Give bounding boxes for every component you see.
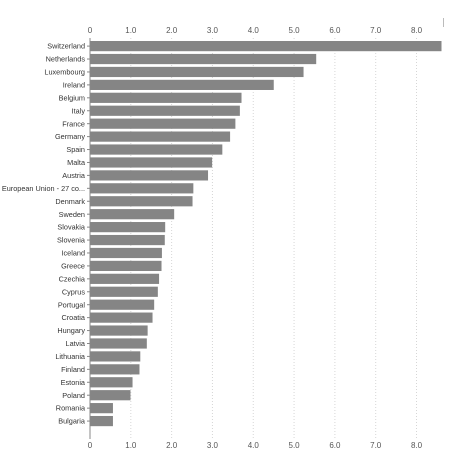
x-tick-label-bottom: 3.0 — [207, 441, 219, 450]
bottom-x-axis: 0 1.0 2.0 3.0 4.0 5.0 6.0 7.0 8.0 — [88, 441, 423, 450]
bar — [90, 299, 155, 310]
bar — [90, 377, 133, 388]
x-tick-label-bottom: 2.0 — [166, 441, 178, 450]
x-tick-label-bottom: 8.0 — [411, 441, 423, 450]
category-label: Spain — [66, 145, 85, 154]
bar — [90, 209, 175, 220]
category-label: France — [62, 119, 85, 128]
x-tick-label-top: 6.0 — [329, 26, 341, 35]
bar — [90, 364, 140, 375]
bar — [90, 222, 166, 233]
category-label: Slovenia — [57, 236, 86, 245]
grid-lines — [130, 38, 418, 439]
category-label: Greece — [61, 262, 85, 271]
top-x-axis: 0 1.0 2.0 3.0 4.0 5.0 6.0 7.0 8.0 — [88, 26, 423, 35]
category-labels: Switzerland Netherlands Luxembourg Ireland B… — [2, 42, 90, 426]
bar — [90, 118, 236, 129]
bar — [90, 234, 165, 246]
bar — [90, 286, 158, 297]
x-tick-label-top: 3.0 — [207, 26, 219, 35]
category-label: Portugal — [58, 300, 86, 309]
scrollbar-handle[interactable] — [443, 18, 444, 27]
bar — [90, 247, 162, 259]
category-label: Sweden — [59, 210, 85, 219]
bar — [90, 170, 209, 181]
bar — [90, 131, 231, 142]
x-tick-label-top: 7.0 — [370, 26, 382, 35]
bar — [90, 338, 147, 349]
category-label: Latvia — [66, 339, 86, 348]
category-label: Denmark — [55, 197, 85, 206]
x-tick-label-bottom: 1.0 — [125, 441, 137, 450]
bar — [90, 390, 131, 401]
bar — [90, 105, 240, 116]
category-label: Lithuania — [55, 352, 86, 361]
category-label: Cyprus — [62, 287, 85, 296]
bar — [90, 273, 160, 284]
bar — [90, 53, 317, 65]
x-tick-label-top: 4.0 — [248, 26, 260, 35]
x-tick-label-top: 0 — [88, 26, 93, 35]
category-label: Ireland — [63, 80, 85, 89]
category-label: Hungary — [57, 326, 85, 335]
x-tick-label-bottom: 5.0 — [289, 441, 301, 450]
bar — [90, 92, 242, 103]
x-tick-label-bottom: 0 — [88, 441, 93, 450]
bar — [90, 312, 153, 323]
bar — [90, 260, 162, 272]
x-tick-label-top: 2.0 — [166, 26, 178, 35]
category-label: Croatia — [61, 313, 85, 322]
category-label: Italy — [72, 106, 86, 115]
bar — [90, 144, 223, 155]
category-label: Malta — [67, 158, 86, 167]
category-label: Belgium — [59, 93, 85, 102]
category-label: Bulgaria — [58, 417, 86, 426]
category-label: Iceland — [61, 249, 85, 258]
bar — [90, 415, 113, 427]
category-label: Estonia — [61, 378, 86, 387]
category-label: Luxembourg — [44, 68, 85, 77]
category-label: Switzerland — [47, 42, 85, 51]
x-tick-label-bottom: 7.0 — [370, 441, 382, 450]
category-label: Netherlands — [46, 55, 86, 64]
category-label: Poland — [62, 391, 85, 400]
category-label: European Union - 27 co... — [2, 184, 85, 193]
bar — [90, 196, 193, 207]
bar — [90, 41, 442, 52]
bar — [90, 66, 304, 78]
bar — [90, 403, 113, 414]
x-tick-label-top: 8.0 — [411, 26, 423, 35]
category-label: Germany — [55, 132, 85, 141]
bar — [90, 351, 141, 362]
category-label: Romania — [56, 404, 86, 413]
x-tick-label-bottom: 6.0 — [329, 441, 341, 450]
category-label: Slovakia — [57, 223, 86, 232]
x-tick-label-bottom: 4.0 — [248, 441, 260, 450]
category-label: Finland — [61, 365, 85, 374]
x-tick-label-top: 5.0 — [289, 26, 301, 35]
bars — [90, 41, 442, 427]
bar — [90, 183, 194, 194]
bar — [90, 325, 148, 336]
bar — [90, 79, 274, 90]
category-label: Czechia — [59, 274, 86, 283]
category-label: Austria — [62, 171, 86, 180]
bar — [90, 157, 213, 168]
x-tick-label-top: 1.0 — [125, 26, 137, 35]
